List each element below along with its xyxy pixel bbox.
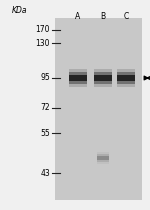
Text: 55: 55 xyxy=(40,129,50,138)
Text: A: A xyxy=(75,12,81,21)
Bar xyxy=(97,154,109,162)
Bar xyxy=(94,72,112,84)
Bar xyxy=(117,69,135,87)
Text: 43: 43 xyxy=(40,168,50,177)
Text: KDa: KDa xyxy=(12,6,28,15)
Bar xyxy=(94,69,112,87)
Text: B: B xyxy=(100,12,106,21)
Bar xyxy=(97,152,109,164)
Bar xyxy=(69,69,87,87)
Text: C: C xyxy=(123,12,129,21)
Text: 170: 170 xyxy=(36,25,50,34)
Bar xyxy=(94,75,112,81)
Text: 130: 130 xyxy=(36,38,50,47)
Text: 72: 72 xyxy=(40,104,50,113)
Bar xyxy=(117,72,135,84)
Bar xyxy=(69,75,87,81)
Bar xyxy=(55,18,142,200)
Bar xyxy=(117,75,135,81)
Text: 95: 95 xyxy=(40,74,50,83)
Bar xyxy=(97,156,109,160)
Bar xyxy=(69,72,87,84)
